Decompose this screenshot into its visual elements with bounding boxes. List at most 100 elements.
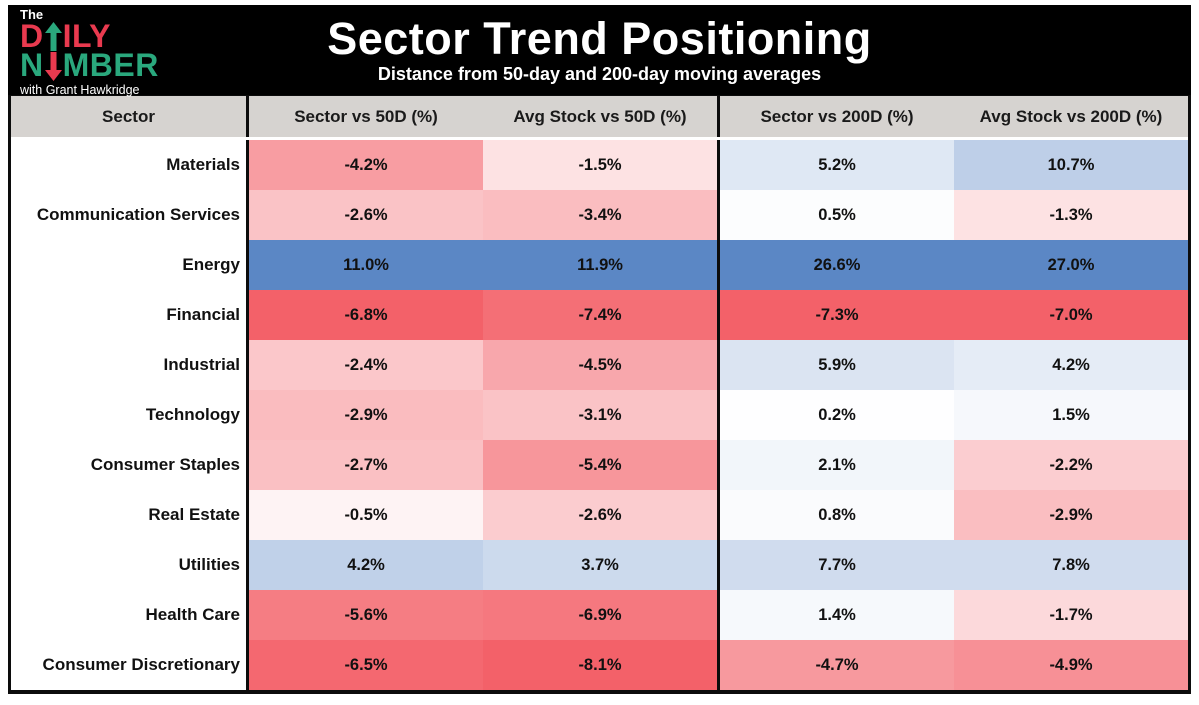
sector-label: Utilities	[11, 540, 246, 590]
table-body: Materials -4.2% -1.5% 5.2% 10.7% Communicatio…	[11, 140, 1188, 690]
logo-daily-rest: ILY	[62, 18, 111, 54]
value-cell: 2.1%	[720, 440, 954, 490]
value-cell: 3.7%	[483, 540, 717, 590]
table-row: Utilities 4.2% 3.7% 7.7% 7.8%	[11, 540, 1188, 590]
sector-label: Industrial	[11, 340, 246, 390]
column-divider	[717, 440, 720, 490]
column-divider	[717, 290, 720, 340]
table-row: Real Estate -0.5% -2.6% 0.8% -2.9%	[11, 490, 1188, 540]
value-cell: 5.2%	[720, 140, 954, 190]
value-cell: -7.4%	[483, 290, 717, 340]
column-divider	[246, 390, 249, 440]
value-cell: 0.5%	[720, 190, 954, 240]
title-band: The D ILY N MBER with Grant Hawkridge Se…	[8, 5, 1191, 97]
column-divider	[246, 190, 249, 240]
down-arrow-icon	[44, 51, 62, 81]
sector-label: Consumer Discretionary	[11, 640, 246, 690]
value-cell: 11.9%	[483, 240, 717, 290]
up-arrow-icon	[44, 22, 62, 52]
sector-label: Materials	[11, 140, 246, 190]
column-divider	[717, 96, 720, 137]
column-divider	[717, 540, 720, 590]
table-row: Materials -4.2% -1.5% 5.2% 10.7%	[11, 140, 1188, 190]
value-cell: -2.2%	[954, 440, 1188, 490]
value-cell: -1.3%	[954, 190, 1188, 240]
column-divider	[246, 290, 249, 340]
sector-heatmap-table: Sector Sector vs 50D (%) Avg Stock vs 50…	[8, 95, 1191, 694]
column-divider	[717, 190, 720, 240]
logo-number-n: N	[20, 47, 44, 84]
column-divider	[246, 590, 249, 640]
column-header-sector-vs-50d: Sector vs 50D (%)	[294, 106, 438, 126]
table-row: Communication Services -2.6% -3.4% 0.5% -1.3…	[11, 190, 1188, 240]
value-cell: -7.0%	[954, 290, 1188, 340]
value-cell: -5.4%	[483, 440, 717, 490]
column-divider	[717, 590, 720, 640]
column-divider	[246, 140, 249, 190]
value-cell: -4.2%	[249, 140, 483, 190]
value-cell: -8.1%	[483, 640, 717, 690]
value-cell: 1.5%	[954, 390, 1188, 440]
column-header-avg-stock-vs-200d: Avg Stock vs 200D (%)	[979, 106, 1163, 126]
column-divider	[246, 340, 249, 390]
value-cell: -6.9%	[483, 590, 717, 640]
logo-the: The	[20, 7, 44, 22]
value-cell: -3.1%	[483, 390, 717, 440]
logo-number-rest: MBER	[62, 47, 159, 84]
sector-label: Financial	[11, 290, 246, 340]
column-divider	[246, 640, 249, 690]
logo-tagline: with Grant Hawkridge	[20, 82, 140, 97]
value-cell: -3.4%	[483, 190, 717, 240]
value-cell: -7.3%	[720, 290, 954, 340]
column-divider	[246, 540, 249, 590]
value-cell: -2.6%	[483, 490, 717, 540]
column-divider	[246, 490, 249, 540]
titles: Sector Trend Positioning Distance from 5…	[8, 5, 1191, 95]
value-cell: 1.4%	[720, 590, 954, 640]
table-row: Financial -6.8% -7.4% -7.3% -7.0%	[11, 290, 1188, 340]
sector-label: Consumer Staples	[11, 440, 246, 490]
value-cell: 5.9%	[720, 340, 954, 390]
sector-label: Communication Services	[11, 190, 246, 240]
table-row: Energy 11.0% 11.9% 26.6% 27.0%	[11, 240, 1188, 290]
table-header-row: Sector Sector vs 50D (%) Avg Stock vs 50…	[11, 96, 1188, 140]
column-divider	[717, 390, 720, 440]
value-cell: -2.7%	[249, 440, 483, 490]
value-cell: 11.0%	[249, 240, 483, 290]
sector-label: Technology	[11, 390, 246, 440]
value-cell: -4.7%	[720, 640, 954, 690]
value-cell: 4.2%	[954, 340, 1188, 390]
page-subtitle: Distance from 50-day and 200-day moving …	[377, 64, 822, 85]
sector-label: Real Estate	[11, 490, 246, 540]
column-divider	[717, 340, 720, 390]
page-title: Sector Trend Positioning	[327, 12, 872, 64]
table-row: Consumer Staples -2.7% -5.4% 2.1% -2.2%	[11, 440, 1188, 490]
table-row: Health Care -5.6% -6.9% 1.4% -1.7%	[11, 590, 1188, 640]
value-cell: 0.2%	[720, 390, 954, 440]
value-cell: -2.6%	[249, 190, 483, 240]
value-cell: -2.4%	[249, 340, 483, 390]
column-divider	[246, 96, 249, 137]
table-row: Consumer Discretionary -6.5% -8.1% -4.7% -4.…	[11, 640, 1188, 690]
value-cell: 0.8%	[720, 490, 954, 540]
column-header-sector-vs-200d: Sector vs 200D (%)	[760, 106, 914, 126]
sector-label: Energy	[11, 240, 246, 290]
value-cell: -0.5%	[249, 490, 483, 540]
column-divider	[717, 140, 720, 190]
value-cell: -4.9%	[954, 640, 1188, 690]
value-cell: -6.8%	[249, 290, 483, 340]
value-cell: -1.7%	[954, 590, 1188, 640]
table-row: Industrial -2.4% -4.5% 5.9% 4.2%	[11, 340, 1188, 390]
logo-daily-d: D	[20, 18, 44, 54]
logo-daily: D ILY	[20, 18, 159, 54]
value-cell: 10.7%	[954, 140, 1188, 190]
value-cell: -5.6%	[249, 590, 483, 640]
value-cell: 27.0%	[954, 240, 1188, 290]
value-cell: 7.8%	[954, 540, 1188, 590]
column-divider	[717, 490, 720, 540]
column-divider	[246, 240, 249, 290]
value-cell: 7.7%	[720, 540, 954, 590]
column-divider	[717, 240, 720, 290]
value-cell: -2.9%	[249, 390, 483, 440]
